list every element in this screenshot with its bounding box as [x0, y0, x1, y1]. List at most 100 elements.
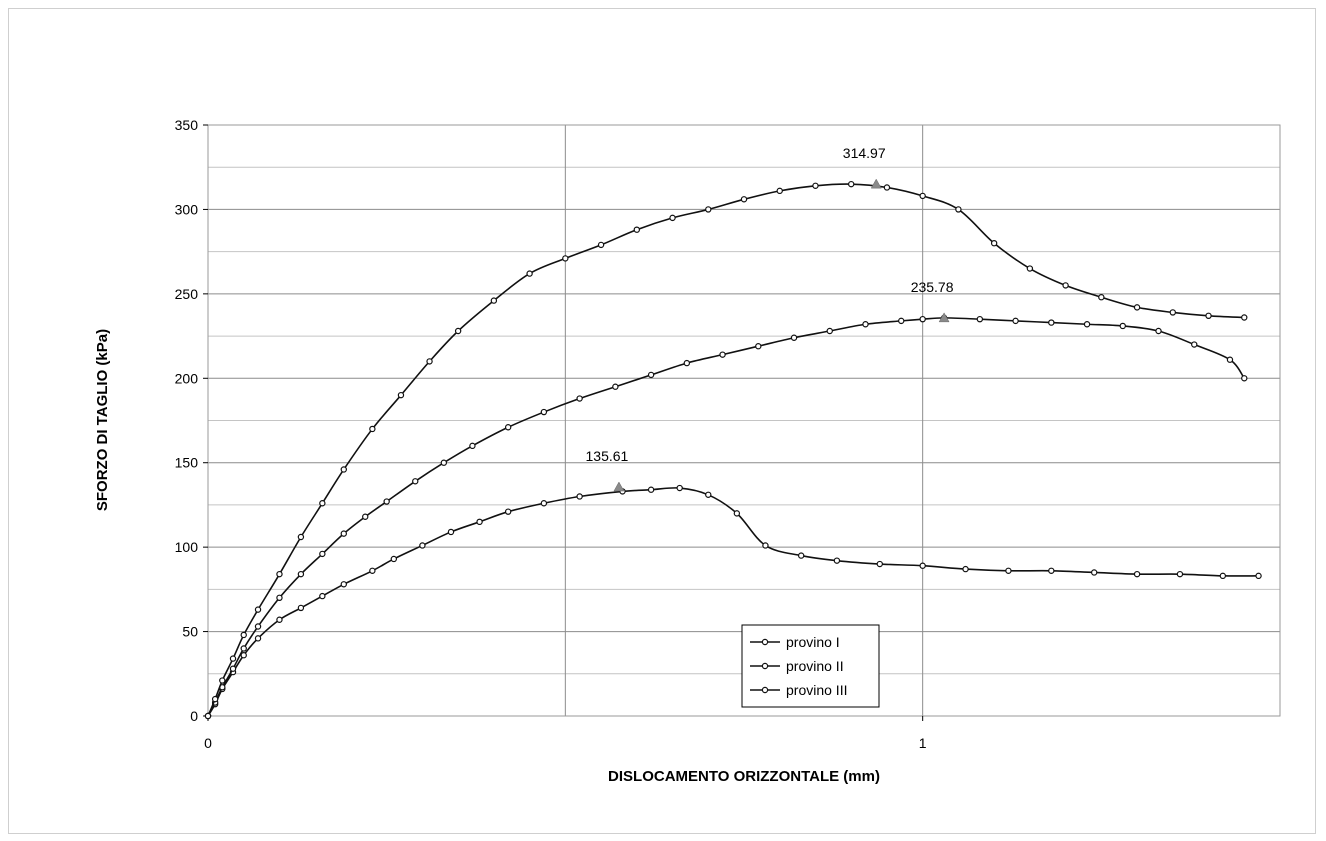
series-line	[207, 487, 1259, 717]
data-point	[369, 567, 376, 574]
data-point	[1169, 309, 1177, 316]
data-point	[812, 182, 819, 189]
data-point	[955, 206, 962, 213]
data-point	[297, 533, 305, 541]
data-point	[297, 604, 305, 612]
data-point	[1119, 322, 1126, 330]
data-point	[919, 192, 926, 200]
data-point	[919, 562, 926, 569]
data-point	[229, 655, 237, 662]
data-point	[504, 508, 512, 515]
data-point	[319, 592, 326, 600]
data-point	[254, 623, 262, 630]
data-point	[790, 334, 798, 341]
data-point	[219, 677, 226, 684]
data-point	[683, 359, 691, 367]
data-point	[1255, 572, 1262, 580]
data-point	[597, 241, 605, 249]
legend-marker	[761, 662, 769, 670]
data-point	[633, 226, 641, 233]
y-tick-label: 100	[175, 539, 199, 555]
data-point	[369, 425, 376, 433]
peak-label: 314.97	[843, 145, 886, 161]
data-point	[755, 343, 762, 350]
legend: provino I provino II provino III	[741, 624, 880, 708]
data-point	[526, 270, 533, 277]
annotations: 135.61 235.78 314.97	[586, 145, 954, 492]
y-tick-label: 200	[175, 370, 199, 386]
x-tick-label: 0	[204, 735, 212, 751]
data-point	[240, 652, 247, 659]
data-point	[447, 528, 455, 536]
legend-label: provino II	[786, 658, 844, 674]
data-point	[848, 180, 855, 188]
data-point	[240, 631, 247, 639]
data-point	[647, 486, 655, 493]
data-point	[919, 315, 926, 323]
series-group	[204, 180, 1262, 720]
data-point	[297, 570, 305, 578]
data-point	[705, 491, 712, 498]
data-point	[440, 459, 448, 466]
grid	[208, 124, 1280, 717]
data-point	[476, 518, 483, 526]
peak-label: 135.61	[586, 448, 629, 464]
data-point	[1083, 321, 1091, 328]
data-point	[976, 315, 984, 323]
data-point	[1219, 572, 1227, 580]
series-2	[204, 314, 1248, 720]
y-axis-title: SFORZO DI TAGLIO (kPa)	[94, 329, 111, 511]
data-point	[340, 530, 347, 537]
data-point	[1005, 567, 1012, 574]
data-point	[397, 391, 405, 399]
data-point	[826, 327, 833, 335]
data-point	[1133, 304, 1141, 311]
data-point	[276, 616, 283, 623]
y-tick-label: 250	[175, 286, 199, 302]
legend-marker	[761, 638, 769, 646]
series-line	[207, 183, 1245, 717]
data-point	[1012, 317, 1019, 325]
data-point	[862, 321, 869, 328]
peak-marker	[870, 178, 882, 189]
data-point	[319, 550, 326, 558]
data-point	[1226, 356, 1234, 363]
data-point	[990, 239, 998, 247]
data-point	[669, 214, 676, 222]
data-point	[204, 712, 212, 720]
data-point	[229, 665, 237, 672]
x-tick-label: 1	[919, 735, 927, 751]
data-point	[426, 358, 433, 365]
series-1	[204, 484, 1262, 720]
data-point	[412, 478, 419, 485]
data-point	[562, 255, 569, 262]
data-point	[612, 383, 619, 390]
data-point	[383, 498, 390, 505]
data-point	[504, 424, 512, 431]
data-point	[276, 570, 283, 578]
data-point	[705, 206, 712, 213]
legend-marker	[761, 686, 769, 694]
data-point	[898, 317, 905, 325]
data-point	[540, 408, 548, 416]
data-point	[1062, 282, 1069, 289]
data-point	[319, 500, 326, 507]
data-point	[740, 196, 748, 203]
data-point	[676, 484, 683, 492]
peak-marker	[938, 312, 950, 323]
legend-label: provino III	[786, 682, 847, 698]
y-tick-label: 150	[175, 455, 199, 471]
data-point	[883, 184, 891, 191]
data-point	[240, 645, 247, 652]
y-tick-label: 300	[175, 201, 199, 217]
data-point	[1155, 327, 1162, 335]
peak-marker	[613, 481, 625, 492]
legend-label: provino I	[786, 634, 840, 650]
data-point	[490, 297, 498, 304]
peak-label: 235.78	[911, 279, 954, 295]
data-point	[833, 557, 841, 564]
data-point	[733, 510, 741, 517]
data-point	[340, 581, 347, 588]
data-point	[776, 187, 783, 195]
